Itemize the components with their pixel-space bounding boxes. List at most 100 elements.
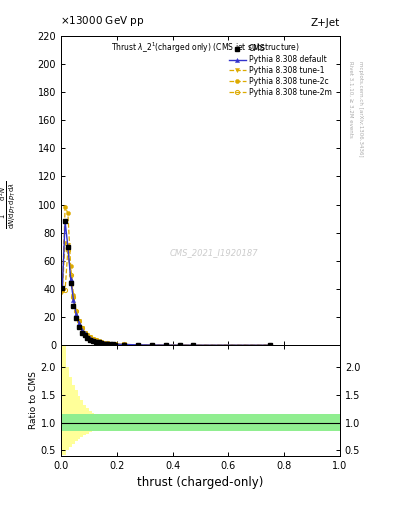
- Pythia 8.308 default: [71, 297, 76, 303]
- Pythia 8.308 tune-2c: [79, 325, 84, 331]
- Pythia 8.308 tune-2m: [107, 340, 112, 347]
- Pythia 8.308 tune-2c: [110, 341, 115, 347]
- CMS: [88, 336, 93, 343]
- Pythia 8.308 default: [99, 339, 104, 346]
- Pythia 8.308 tune-2m: [82, 329, 87, 335]
- CMS: [268, 342, 273, 348]
- Pythia 8.308 tune-2m: [79, 325, 84, 331]
- Pythia 8.308 tune-2c: [94, 337, 98, 344]
- Pythia 8.308 tune-2m: [105, 340, 109, 347]
- Pythia 8.308 tune-1: [91, 336, 95, 343]
- Pythia 8.308 tune-1: [96, 338, 101, 345]
- Pythia 8.308 default: [68, 276, 73, 282]
- Pythia 8.308 tune-1: [77, 318, 81, 325]
- Line: Pythia 8.308 tune-1: Pythia 8.308 tune-1: [60, 241, 272, 347]
- Line: CMS: CMS: [61, 220, 272, 347]
- Pythia 8.308 tune-2m: [77, 318, 81, 325]
- X-axis label: thrust (charged-only): thrust (charged-only): [137, 476, 264, 489]
- Pythia 8.308 tune-2c: [163, 342, 168, 348]
- Pythia 8.308 tune-2c: [107, 340, 112, 347]
- Text: Thrust $\lambda\_2^1$(charged only) (CMS jet substructure): Thrust $\lambda\_2^1$(charged only) (CMS…: [111, 40, 300, 55]
- Pythia 8.308 tune-1: [60, 289, 65, 295]
- Pythia 8.308 tune-1: [88, 334, 93, 340]
- Pythia 8.308 default: [82, 330, 87, 336]
- Pythia 8.308 default: [191, 342, 196, 348]
- Pythia 8.308 tune-1: [74, 310, 79, 316]
- Pythia 8.308 tune-1: [94, 337, 98, 344]
- CMS: [71, 303, 76, 309]
- Pythia 8.308 tune-2m: [94, 337, 98, 344]
- Line: Pythia 8.308 default: Pythia 8.308 default: [60, 219, 272, 347]
- Pythia 8.308 tune-2m: [163, 342, 168, 348]
- Pythia 8.308 tune-2c: [66, 210, 70, 216]
- CMS: [102, 340, 107, 347]
- Pythia 8.308 default: [74, 311, 79, 317]
- Pythia 8.308 tune-1: [71, 296, 76, 302]
- CMS: [85, 335, 90, 341]
- CMS: [113, 342, 118, 348]
- Pythia 8.308 tune-2c: [60, 287, 65, 293]
- Pythia 8.308 tune-2c: [99, 339, 104, 346]
- Pythia 8.308 tune-2m: [135, 342, 140, 348]
- Pythia 8.308 default: [113, 341, 118, 347]
- Pythia 8.308 default: [91, 336, 95, 343]
- Pythia 8.308 default: [268, 342, 273, 348]
- Pythia 8.308 default: [121, 342, 126, 348]
- Pythia 8.308 tune-1: [135, 342, 140, 348]
- Pythia 8.308 tune-2c: [91, 336, 95, 343]
- Pythia 8.308 default: [110, 341, 115, 347]
- Pythia 8.308 tune-1: [107, 340, 112, 347]
- Pythia 8.308 tune-2c: [63, 204, 68, 210]
- Pythia 8.308 tune-2m: [71, 294, 76, 301]
- Legend: CMS, Pythia 8.308 default, Pythia 8.308 tune-1, Pythia 8.308 tune-2c, Pythia 8.3: CMS, Pythia 8.308 default, Pythia 8.308 …: [228, 43, 333, 98]
- CMS: [191, 342, 196, 348]
- Pythia 8.308 default: [135, 342, 140, 348]
- Pythia 8.308 tune-2m: [60, 287, 65, 293]
- CMS: [74, 315, 79, 322]
- CMS: [60, 285, 65, 291]
- Pythia 8.308 tune-2c: [268, 342, 273, 348]
- Pythia 8.308 tune-2c: [88, 334, 93, 340]
- Pythia 8.308 tune-2c: [102, 340, 107, 346]
- CMS: [99, 340, 104, 346]
- Pythia 8.308 default: [96, 338, 101, 345]
- Pythia 8.308 tune-1: [68, 273, 73, 280]
- Pythia 8.308 tune-2c: [177, 342, 182, 348]
- CMS: [163, 342, 168, 348]
- CMS: [82, 332, 87, 338]
- Text: $\times$13000 GeV pp: $\times$13000 GeV pp: [59, 14, 144, 28]
- Pythia 8.308 tune-1: [121, 342, 126, 348]
- Pythia 8.308 tune-1: [79, 325, 84, 331]
- Pythia 8.308 default: [63, 219, 68, 225]
- Pythia 8.308 tune-2c: [191, 342, 196, 348]
- Pythia 8.308 tune-2m: [63, 287, 68, 293]
- Pythia 8.308 tune-2m: [177, 342, 182, 348]
- CMS: [63, 219, 68, 225]
- Pythia 8.308 tune-1: [85, 332, 90, 338]
- Pythia 8.308 tune-1: [149, 342, 154, 348]
- Pythia 8.308 tune-2m: [268, 342, 273, 348]
- Pythia 8.308 tune-1: [105, 340, 109, 346]
- Text: Z+Jet: Z+Jet: [311, 18, 340, 28]
- Pythia 8.308 tune-2m: [121, 342, 126, 348]
- Pythia 8.308 tune-2c: [68, 263, 73, 269]
- Text: $\frac{1}{\mathrm{d}N/\mathrm{d}p_T}\frac{\mathrm{d}^2N}{\mathrm{d}p_T\,\mathrm{: $\frac{1}{\mathrm{d}N/\mathrm{d}p_T}\fra…: [0, 181, 18, 229]
- Pythia 8.308 tune-2m: [88, 334, 93, 340]
- Line: Pythia 8.308 tune-2m: Pythia 8.308 tune-2m: [60, 247, 272, 347]
- Pythia 8.308 tune-1: [268, 342, 273, 348]
- Pythia 8.308 tune-1: [99, 339, 104, 345]
- Pythia 8.308 tune-2c: [113, 341, 118, 347]
- Pythia 8.308 tune-2m: [149, 342, 154, 348]
- Pythia 8.308 tune-2c: [74, 308, 79, 314]
- Text: CMS_2021_I1920187: CMS_2021_I1920187: [170, 248, 259, 257]
- Pythia 8.308 default: [105, 340, 109, 347]
- Pythia 8.308 default: [163, 342, 168, 348]
- Pythia 8.308 tune-2c: [149, 342, 154, 348]
- CMS: [77, 324, 81, 330]
- Pythia 8.308 tune-2c: [82, 329, 87, 335]
- Pythia 8.308 tune-1: [177, 342, 182, 348]
- Pythia 8.308 tune-2c: [135, 342, 140, 348]
- Pythia 8.308 tune-2m: [66, 246, 70, 252]
- Text: Rivet 3.1.10, ≥ 3.2M events: Rivet 3.1.10, ≥ 3.2M events: [348, 61, 353, 138]
- Pythia 8.308 tune-1: [110, 341, 115, 347]
